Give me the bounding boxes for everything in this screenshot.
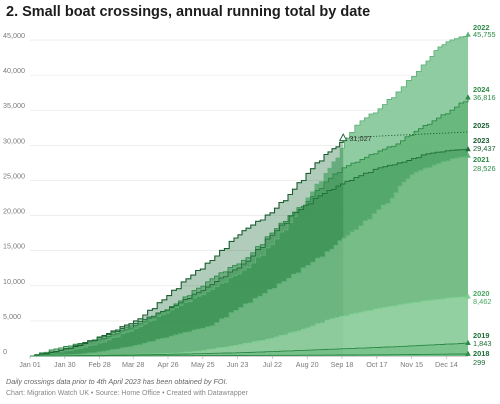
series-label-2020: 2020: [473, 289, 489, 298]
x-tick-label-jul-22: Jul 22: [263, 360, 282, 369]
y-tick-label-35000: 35,000: [3, 101, 25, 110]
series-label-2022: 2022: [473, 23, 489, 32]
end-marker-2023: [465, 146, 471, 152]
y-tick-label-10000: 10,000: [3, 277, 25, 286]
annotation-2025-value: 31,027: [349, 134, 372, 143]
series-label-2023: 2023: [473, 136, 489, 145]
y-tick-label-30000: 30,000: [3, 136, 25, 145]
x-tick-label-apr-26: Apr 26: [157, 360, 178, 369]
area-2019: [30, 343, 468, 356]
area-2021: [30, 155, 468, 356]
series-value-2023: 29,437: [473, 144, 496, 153]
series-label-2024: 2024: [473, 85, 490, 94]
x-tick-label-dec-14: Dec 14: [435, 360, 458, 369]
series-value-2021: 28,526: [473, 164, 496, 173]
x-tick-label-jan-30: Jan 30: [54, 360, 76, 369]
x-tick-label-jun-23: Jun 23: [227, 360, 249, 369]
series-label-2025: 2025: [473, 121, 489, 130]
chart-title: 2. Small boat crossings, annual running …: [6, 4, 371, 20]
area-2020: [30, 296, 468, 356]
y-tick-label-15000: 15,000: [3, 242, 25, 251]
series-label-2021: 2021: [473, 155, 489, 164]
area-2023: [30, 149, 468, 356]
end-marker-2024: [465, 94, 471, 100]
end-marker-2022: [465, 31, 471, 37]
x-tick-label-jan-01: Jan 01: [19, 360, 41, 369]
x-tick-label-nov-15: Nov 15: [400, 360, 423, 369]
end-marker-2018: [465, 350, 471, 356]
x-tick-label-oct-17: Oct 17: [366, 360, 387, 369]
y-tick-label-45000: 45,000: [3, 31, 25, 40]
y-tick-label-5000: 5,000: [3, 312, 21, 321]
series-line-2022: [30, 34, 469, 357]
series-label-2018: 2018: [473, 349, 489, 358]
marker-2025: [338, 133, 348, 142]
y-tick-label-0: 0: [3, 347, 7, 356]
end-marker-2020: [465, 293, 471, 299]
area-2018: [30, 353, 468, 356]
series-line-2018: [30, 353, 469, 357]
series-line-2019: [30, 342, 469, 357]
footnote: Daily crossings data prior to 4th April …: [6, 377, 228, 386]
area-2025: [30, 138, 344, 356]
series-label-2019: 2019: [473, 331, 489, 340]
series-line-2023: [30, 149, 469, 357]
series-value-2024: 36,816: [473, 93, 496, 102]
series-line-2025: [30, 138, 344, 357]
x-tick-label-mar-28: Mar 28: [122, 360, 144, 369]
x-tick-label-feb-28: Feb 28: [88, 360, 110, 369]
y-tick-label-40000: 40,000: [3, 66, 25, 75]
y-tick-label-20000: 20,000: [3, 207, 25, 216]
series-value-2019: 1,843: [473, 339, 492, 348]
x-tick-label-may-25: May 25: [191, 360, 215, 369]
x-tick-label-sep-18: Sep 18: [331, 360, 354, 369]
end-marker-2019: [465, 339, 471, 346]
x-tick-label-aug-20: Aug 20: [296, 360, 319, 369]
end-marker-2021: [465, 152, 471, 158]
source-credit: Chart: Migration Watch UK • Source: Home…: [6, 390, 248, 397]
area-2024: [30, 97, 468, 356]
series-line-2021: [30, 155, 469, 357]
y-tick-label-25000: 25,000: [3, 171, 25, 180]
series-value-2018: 299: [473, 358, 485, 367]
series-value-2022: 45,755: [473, 30, 496, 39]
series-value-2020: 8,462: [473, 297, 492, 306]
